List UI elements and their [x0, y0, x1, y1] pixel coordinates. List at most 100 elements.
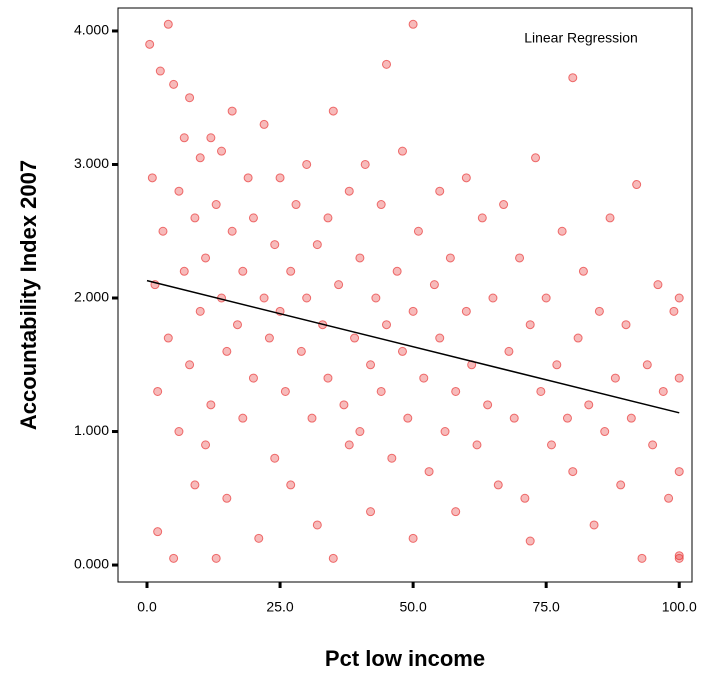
point: [387, 453, 397, 463]
point: [408, 19, 418, 29]
point: [483, 400, 493, 410]
point: [626, 413, 636, 423]
point: [658, 386, 668, 396]
point: [573, 333, 583, 343]
point: [211, 553, 221, 563]
point: [366, 360, 376, 370]
point: [339, 400, 349, 410]
point: [190, 480, 200, 490]
point: [355, 253, 365, 263]
point: [179, 133, 189, 143]
point: [371, 293, 381, 303]
point: [376, 386, 386, 396]
point: [344, 186, 354, 196]
point: [259, 293, 269, 303]
point: [328, 106, 338, 116]
point: [190, 213, 200, 223]
point: [185, 93, 195, 103]
point: [179, 266, 189, 276]
point: [589, 520, 599, 530]
point: [642, 360, 652, 370]
point: [238, 413, 248, 423]
point: [488, 293, 498, 303]
point: [392, 266, 402, 276]
point: [280, 386, 290, 396]
point: [174, 427, 184, 437]
point: [217, 146, 227, 156]
point: [291, 200, 301, 210]
point: [408, 306, 418, 316]
point: [270, 240, 280, 250]
point: [557, 226, 567, 236]
point: [323, 373, 333, 383]
point: [227, 106, 237, 116]
point: [238, 266, 248, 276]
point: [302, 159, 312, 169]
point: [145, 39, 155, 49]
point: [334, 280, 344, 290]
point: [429, 280, 439, 290]
point: [461, 306, 471, 316]
point: [227, 226, 237, 236]
y-tick-label: 1.000: [74, 422, 109, 438]
point: [600, 427, 610, 437]
point: [185, 360, 195, 370]
point: [610, 373, 620, 383]
point: [232, 320, 242, 330]
point: [243, 173, 253, 183]
point: [147, 173, 157, 183]
y-tick-label: 2.000: [74, 289, 109, 305]
point: [206, 400, 216, 410]
point: [531, 153, 541, 163]
point: [328, 553, 338, 563]
point: [621, 320, 631, 330]
point: [674, 553, 684, 563]
point: [594, 306, 604, 316]
point: [382, 320, 392, 330]
point: [296, 346, 306, 356]
y-tick-label: 3.000: [74, 155, 109, 171]
point: [562, 413, 572, 423]
point: [509, 413, 519, 423]
point: [286, 480, 296, 490]
point: [248, 213, 258, 223]
point: [408, 533, 418, 543]
point: [605, 213, 615, 223]
point: [163, 333, 173, 343]
point: [632, 180, 642, 190]
point: [461, 173, 471, 183]
point: [275, 173, 285, 183]
point: [344, 440, 354, 450]
point: [376, 200, 386, 210]
point: [451, 507, 461, 517]
point: [472, 440, 482, 450]
point: [195, 153, 205, 163]
point: [323, 213, 333, 223]
x-tick-label: 75.0: [533, 599, 560, 615]
point: [201, 253, 211, 263]
point: [158, 226, 168, 236]
point: [616, 480, 626, 490]
point: [445, 253, 455, 263]
point: [254, 533, 264, 543]
point: [493, 480, 503, 490]
x-tick-label: 0.0: [137, 599, 157, 615]
point: [648, 440, 658, 450]
point: [248, 373, 258, 383]
point: [307, 413, 317, 423]
point: [355, 427, 365, 437]
y-tick-label: 0.000: [74, 556, 109, 572]
point: [674, 293, 684, 303]
point: [211, 200, 221, 210]
annotation: Linear Regression: [524, 30, 638, 46]
point: [264, 333, 274, 343]
point: [578, 266, 588, 276]
point: [435, 333, 445, 343]
point: [515, 253, 525, 263]
point: [153, 527, 163, 537]
point: [174, 186, 184, 196]
point: [169, 553, 179, 563]
point: [451, 386, 461, 396]
regression-line: [146, 279, 680, 414]
